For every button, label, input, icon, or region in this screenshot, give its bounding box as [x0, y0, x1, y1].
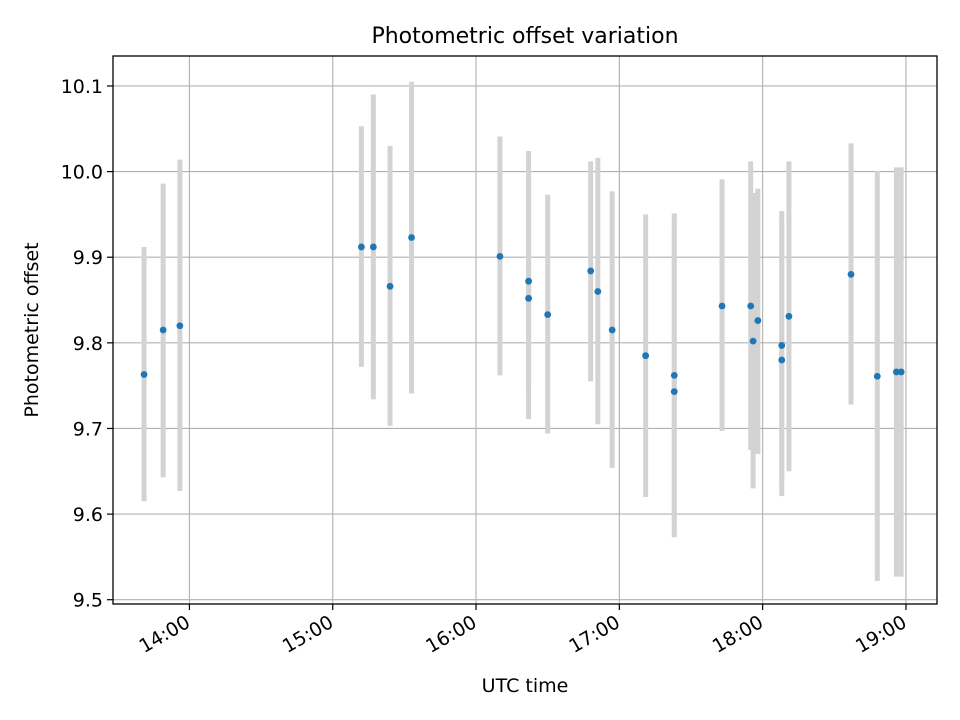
- x-axis-ticks: 14:00 15:00 16:00 17:00 18:00 19:00: [136, 604, 910, 658]
- data-point: [176, 322, 184, 330]
- x-tick-label: 15:00: [279, 611, 337, 657]
- y-tick-label: 9.8: [73, 333, 103, 355]
- data-points: [140, 234, 905, 396]
- data-point: [847, 270, 855, 278]
- data-point: [159, 326, 167, 334]
- data-point: [525, 277, 532, 285]
- y-axis-label: Photometric offset: [21, 242, 43, 417]
- data-point: [386, 282, 394, 290]
- data-point: [778, 356, 786, 364]
- data-point: [747, 302, 755, 310]
- x-tick-label: 18:00: [709, 611, 767, 657]
- axes-frame: [112, 55, 938, 605]
- x-tick-label: 19:00: [852, 611, 910, 657]
- data-point: [754, 317, 762, 324]
- data-point: [718, 302, 726, 310]
- grid-lines: [113, 56, 937, 604]
- error-bars: [141, 81, 904, 581]
- data-point: [140, 371, 148, 378]
- data-point: [778, 342, 786, 349]
- data-point: [892, 368, 900, 376]
- data-point: [785, 312, 793, 320]
- data-point: [670, 388, 678, 396]
- y-tick-label: 9.9: [73, 247, 103, 269]
- data-point: [408, 234, 415, 241]
- data-point: [369, 243, 377, 251]
- y-tick-label: 9.6: [73, 504, 103, 526]
- y-tick-label: 10.1: [61, 76, 103, 98]
- y-axis-ticks: 9.5 9.6 9.7 9.8 9.9 10.0 10.1: [61, 76, 113, 612]
- data-point: [594, 288, 602, 295]
- chart-title: Photometric offset variation: [371, 24, 678, 49]
- y-tick-label: 10.0: [61, 162, 103, 184]
- x-tick-label: 16:00: [422, 611, 480, 657]
- data-point: [608, 326, 616, 334]
- data-point: [873, 372, 881, 380]
- y-tick-label: 9.5: [73, 590, 103, 612]
- data-point: [544, 311, 552, 318]
- data-point: [642, 352, 650, 360]
- data-point: [897, 368, 905, 376]
- x-tick-label: 17:00: [565, 611, 623, 657]
- data-point: [525, 294, 532, 302]
- y-tick-label: 9.7: [73, 418, 103, 440]
- data-point: [587, 267, 595, 275]
- x-tick-label: 14:00: [136, 611, 194, 657]
- data-point: [357, 243, 365, 251]
- data-point: [496, 252, 504, 260]
- x-axis-label: UTC time: [482, 675, 569, 697]
- data-point: [670, 371, 678, 379]
- data-point: [749, 337, 757, 345]
